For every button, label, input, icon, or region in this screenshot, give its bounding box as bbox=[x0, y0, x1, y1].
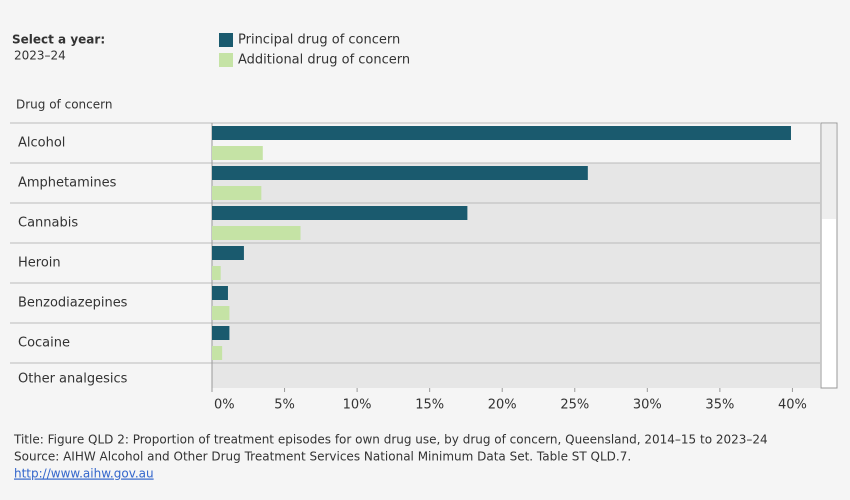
bar bbox=[212, 286, 228, 300]
bar bbox=[212, 206, 468, 220]
legend-label: Principal drug of concern bbox=[238, 33, 400, 48]
footer-title: Title: Figure QLD 2: Proportion of treat… bbox=[13, 433, 768, 447]
legend-swatch bbox=[219, 53, 233, 67]
x-tick-label: 10% bbox=[343, 398, 372, 413]
x-tick-label: 0% bbox=[214, 398, 235, 413]
x-tick-label: 30% bbox=[633, 398, 662, 413]
legend-swatch bbox=[219, 33, 233, 47]
x-tick-label: 40% bbox=[778, 398, 807, 413]
x-tick-label: 20% bbox=[488, 398, 517, 413]
x-tick-label: 25% bbox=[560, 398, 589, 413]
row-background bbox=[212, 243, 820, 283]
row-background bbox=[212, 323, 820, 363]
y-axis-title: Drug of concern bbox=[16, 98, 112, 112]
bar bbox=[212, 266, 221, 280]
row-background bbox=[212, 283, 820, 323]
category-label: Other analgesics bbox=[18, 372, 128, 387]
category-label: Cocaine bbox=[18, 336, 70, 351]
row-background bbox=[212, 363, 820, 388]
footer-source: Source: AIHW Alcohol and Other Drug Trea… bbox=[14, 450, 631, 464]
bar bbox=[212, 166, 588, 180]
bar bbox=[212, 306, 230, 320]
plot-area: Alcohol Amphetamines Cannabis Heroin Benzodi… bbox=[10, 122, 820, 413]
footer-link[interactable]: http://www.aihw.gov.au bbox=[14, 467, 154, 481]
bar bbox=[212, 326, 230, 340]
bar bbox=[212, 186, 262, 200]
filter-value[interactable]: 2023–24 bbox=[14, 49, 66, 63]
legend-label: Additional drug of concern bbox=[238, 53, 410, 68]
bar bbox=[212, 246, 244, 260]
x-tick-label: 15% bbox=[415, 398, 444, 413]
bar bbox=[212, 146, 263, 160]
bar bbox=[212, 126, 791, 140]
x-tick-label: 35% bbox=[705, 398, 734, 413]
bar bbox=[212, 346, 223, 360]
filter-label: Select a year: bbox=[12, 33, 105, 47]
category-label: Alcohol bbox=[18, 136, 65, 151]
scrollbar-thumb[interactable] bbox=[822, 124, 836, 219]
category-label: Cannabis bbox=[18, 216, 78, 231]
category-label: Amphetamines bbox=[18, 176, 117, 191]
bar bbox=[212, 226, 301, 240]
category-label: Heroin bbox=[18, 256, 61, 271]
category-label: Benzodiazepines bbox=[18, 296, 128, 311]
x-tick-label: 5% bbox=[274, 398, 295, 413]
